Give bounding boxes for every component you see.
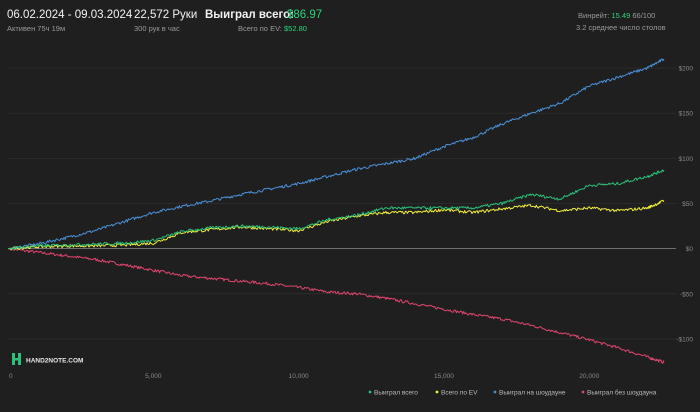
won-total-label: Выиграл всего: [205,9,294,21]
y-tick-label: $100 [679,156,694,163]
winrate-label: Винрейт: [578,11,610,20]
y-tick-label: $150 [679,111,694,118]
y-tick-label: -$50 [680,291,693,298]
date-range: 06.02.2024 - 09.03.2024 [7,9,133,21]
ev-label: Всего по EV: [238,24,282,33]
x-tick-label: 20,000 [579,373,599,380]
legend-swatch [493,390,497,394]
x-tick-label: 15,000 [434,373,454,380]
line-chart: 0 5,000 10,000 15,000 20,000 $200 $150 $100 $50… [0,40,700,407]
legend-item[interactable]: Всего по EV [435,390,479,397]
hand2note-logo: HAND2NOTE.COM [12,352,92,366]
x-axis-ticks: 0 5,000 10,000 15,000 20,000 [9,373,600,380]
chart-background [0,40,700,407]
logo-text: HAND2NOTE.COM [26,358,83,365]
y-tick-label: $200 [679,66,694,73]
series-line [7,169,665,250]
legend-item[interactable]: Выиграл без шоудауна [581,389,657,397]
ev-value: $52.80 [283,24,307,33]
x-tick-label: 0 [9,373,13,380]
legend-label: Всего по EV [441,390,478,397]
legend-item[interactable]: Выиграл всего [368,390,419,397]
series-line [7,247,665,364]
x-tick-label: 10,000 [289,373,309,380]
y-tick-label: -$100 [676,336,693,343]
legend-label: Выиграл на шоудауне [499,390,566,397]
winrate-suffix: 66/100 [632,11,656,20]
winrate: Винрейт: 15.49 66/100 [578,11,655,20]
avg-tables: 3.2 среднее число столов [576,23,666,32]
logo-mark-icon: HAND2NOTE.COM [12,353,83,365]
legend-label: Выиграл всего [374,390,418,397]
won-total-value: $86.97 [287,9,323,21]
legend-swatch [435,390,439,394]
series-line [7,58,665,250]
legend-swatch [368,390,372,394]
x-tick-label: 5,000 [145,373,162,380]
legend[interactable]: Выиграл всего Всего по EV Выиграл на шоуда… [368,389,657,397]
y-tick-label: $0 [686,246,694,253]
y-tick-label: $50 [682,201,693,208]
ev-total: Всего по EV: $52.80 [238,24,307,33]
stats-header: 06.02.2024 - 09.03.2024 Активен 75ч 19м … [0,0,700,40]
y-axis-ticks: $200 $150 $100 $50 $0 -$50 -$100 [676,66,693,344]
series-lines [7,58,665,364]
hands-rate: 300 рук в час [134,24,180,33]
hands-count: 22,572 Руки [134,9,198,21]
legend-label: Выиграл без шоудауна [587,389,657,397]
legend-item[interactable]: Выиграл на шоудауне [493,390,566,397]
legend-swatch [581,390,585,394]
chart-area: 0 5,000 10,000 15,000 20,000 $200 $150 $100 $50… [0,40,700,407]
winrate-value: 15.49 [611,11,631,20]
active-time: Активен 75ч 19м [7,24,66,33]
